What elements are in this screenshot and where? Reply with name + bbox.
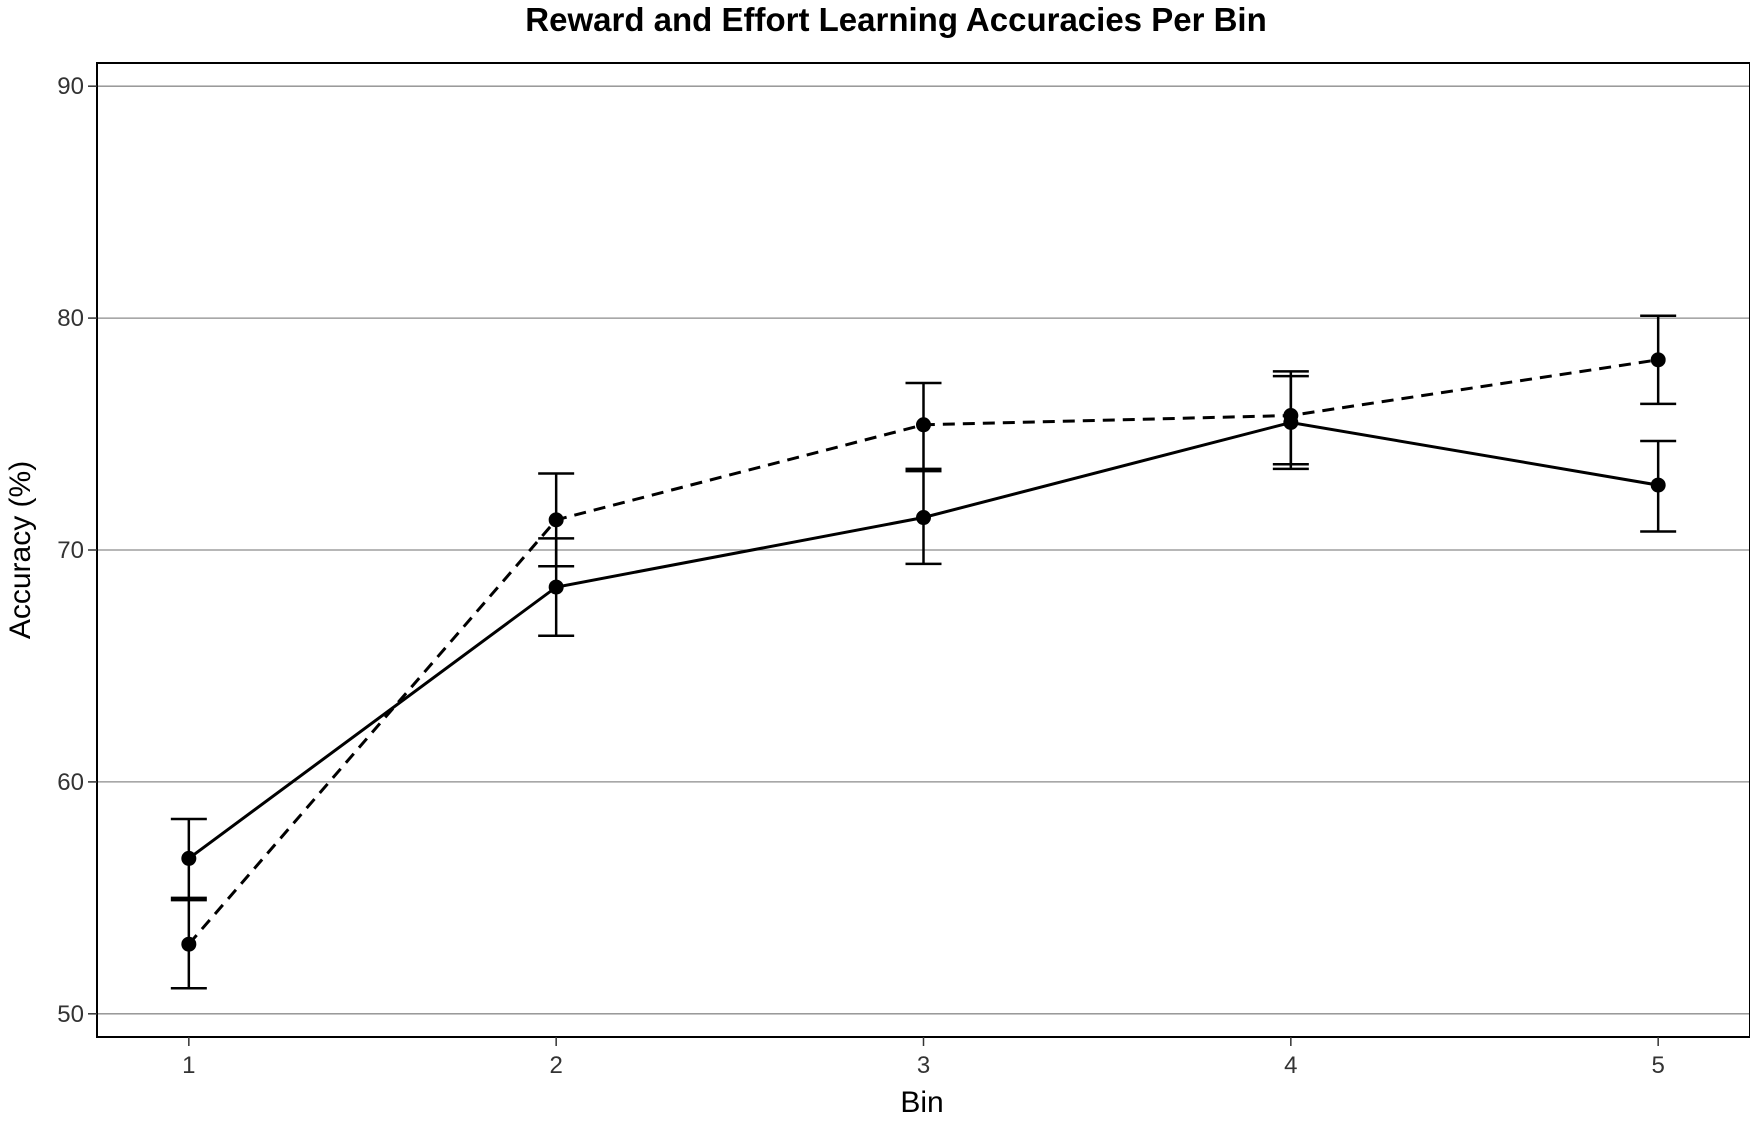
y-tick-label: 70 <box>57 537 84 564</box>
solid-series-point <box>916 510 931 526</box>
y-axis-label: Accuracy (%) <box>4 461 37 639</box>
dashed-series-point <box>1283 407 1299 423</box>
x-tick-label: 3 <box>917 1052 930 1079</box>
chart-title: Reward and Effort Learning Accuracies Pe… <box>525 1 1266 38</box>
x-tick-label: 2 <box>549 1052 562 1079</box>
dashed-series-point <box>1650 352 1666 368</box>
solid-series-point <box>181 850 197 866</box>
y-tick-label: 80 <box>57 305 84 332</box>
y-axis: 50 60 70 80 90 <box>57 73 97 1028</box>
x-tick-label: 5 <box>1651 1052 1664 1079</box>
x-axis-label: Bin <box>900 1086 943 1119</box>
dashed-series-point <box>181 936 197 952</box>
y-tick-label: 90 <box>57 73 84 100</box>
solid-series-point <box>1650 477 1666 493</box>
dashed-series-point <box>916 417 931 433</box>
solid-series-point <box>548 579 564 595</box>
dashed-series-point <box>548 512 564 528</box>
x-tick-label: 1 <box>182 1052 195 1079</box>
y-tick-label: 60 <box>57 769 84 796</box>
series-layer <box>170 314 1677 990</box>
x-axis: 1 2 3 4 5 <box>182 1037 1665 1079</box>
y-tick-label: 50 <box>57 1001 84 1028</box>
x-tick-label: 4 <box>1284 1052 1297 1079</box>
